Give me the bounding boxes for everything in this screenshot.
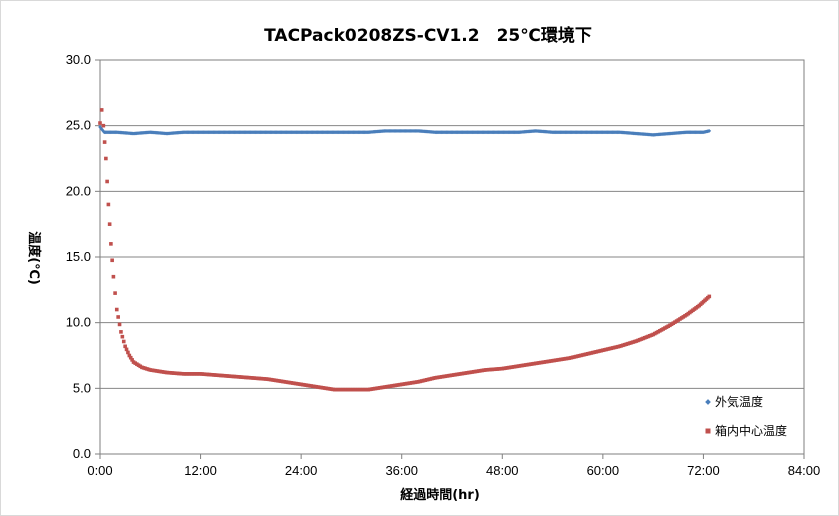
marker: [128, 355, 133, 360]
x-tick-label: 84:00: [788, 463, 821, 478]
x-axis-title: 経過時間(hr): [400, 487, 480, 503]
y-tick-label: 15.0: [66, 249, 91, 264]
chart-title: TACPack0208ZS-CV1.2 25℃環境下: [264, 25, 592, 46]
y-axis-ticks: 0.0 5.0 10.0 15.0 20.0 25.0 30.0: [66, 52, 100, 461]
x-tick-label: 0:00: [87, 463, 112, 478]
y-axis-title: 温度(℃): [26, 231, 42, 285]
marker: [126, 350, 130, 355]
legend-marker: [705, 428, 711, 434]
legend-marker: [705, 399, 711, 405]
legend-item: 外気温度: [705, 394, 763, 409]
marker: [106, 202, 111, 207]
x-tick-label: 48:00: [486, 463, 519, 478]
marker: [101, 123, 106, 128]
series-2: [98, 108, 712, 392]
marker: [707, 294, 712, 299]
y-tick-label: 5.0: [73, 380, 91, 395]
y-tick-label: 20.0: [66, 183, 91, 198]
marker: [116, 315, 120, 319]
marker: [102, 140, 107, 144]
x-tick-label: 24:00: [285, 463, 318, 478]
marker: [120, 334, 125, 339]
y-tick-label: 25.0: [66, 118, 91, 133]
marker: [119, 330, 123, 334]
x-tick-label: 12:00: [184, 463, 217, 478]
y-tick-label: 0.0: [73, 446, 91, 461]
marker: [121, 339, 126, 344]
marker: [124, 347, 129, 352]
x-tick-label: 60:00: [587, 463, 620, 478]
y-tick-label: 10.0: [66, 315, 91, 330]
marker: [123, 344, 127, 349]
legend-item: 箱内中心温度: [705, 423, 787, 438]
marker: [99, 108, 104, 112]
marker: [107, 222, 112, 226]
marker: [109, 242, 113, 246]
y-tick-label: 30.0: [66, 52, 91, 67]
marker: [104, 156, 108, 161]
marker: [113, 291, 117, 295]
marker: [117, 322, 122, 327]
legend-label: 箱内中心温度: [715, 423, 787, 438]
marker: [110, 258, 114, 263]
x-tick-label: 72:00: [687, 463, 720, 478]
series-1: [98, 125, 712, 137]
marker: [127, 353, 132, 358]
x-tick-label: 36:00: [385, 463, 418, 478]
marker: [130, 358, 134, 362]
marker: [114, 307, 119, 312]
series-layer: [98, 108, 712, 392]
marker: [98, 121, 102, 125]
legend-label: 外気温度: [715, 394, 763, 409]
marker: [105, 179, 109, 184]
marker: [111, 274, 116, 279]
x-axis-ticks: 0:00 12:00 24:00 36:00 48:00 60:00 72:00 84:00: [87, 454, 820, 478]
